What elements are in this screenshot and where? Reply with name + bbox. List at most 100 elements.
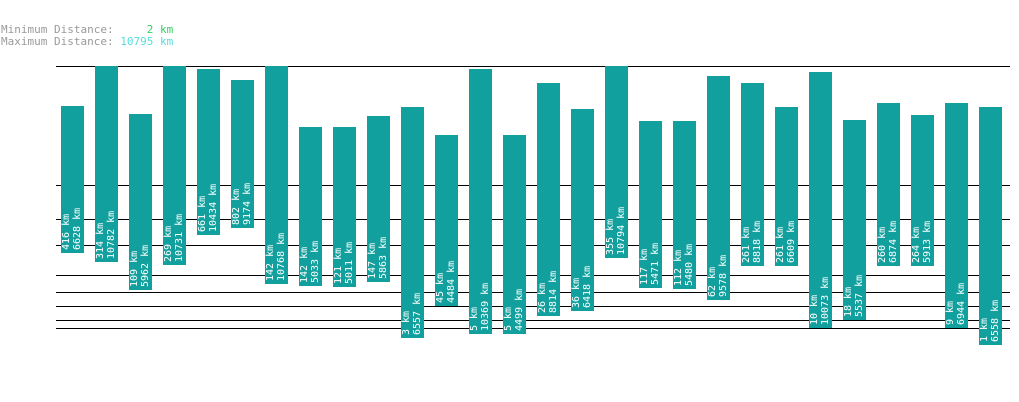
distance-bar xyxy=(639,121,662,288)
legend: Minimum Distance: 2 km Maximum Distance: … xyxy=(1,24,173,48)
bar-max-label: 6628 km xyxy=(72,208,83,250)
bar-max-label: 6557 km xyxy=(412,293,423,335)
distance-bar-group: 36 km 6418 km xyxy=(571,109,594,311)
bar-series: 416 km 6628 km 314 km 10782 km 109 km 5962 km… xyxy=(61,66,1002,345)
min-distance-row: Minimum Distance: 2 km xyxy=(1,24,173,36)
bar-max-label: 10731 km xyxy=(174,214,185,262)
bar-max-label: 6874 km xyxy=(888,221,899,263)
distance-bar-group: 121 km 5011 km xyxy=(333,127,356,287)
bar-max-label: 5913 km xyxy=(922,221,933,263)
distance-bar xyxy=(265,66,288,284)
bar-max-label: 6558 km xyxy=(990,300,1001,342)
bar-max-label: 10768 km xyxy=(276,233,287,281)
distance-bar xyxy=(95,66,118,262)
bar-min-label: 5 km xyxy=(469,307,480,331)
bar-max-label: 6944 km xyxy=(956,283,967,325)
distance-bar-group: 260 km 6874 km xyxy=(877,103,900,266)
distance-bar xyxy=(503,135,526,334)
distance-bar-group: 264 km 5913 km xyxy=(911,115,934,266)
bar-max-label: 8818 km xyxy=(752,221,763,263)
bar-max-label: 5863 km xyxy=(378,237,389,279)
bar-max-label: 8814 km xyxy=(548,271,559,313)
bar-max-label: 10073 km xyxy=(820,277,831,325)
distance-bar xyxy=(537,83,560,316)
distance-bar-group: 3 km 6557 km xyxy=(401,107,424,338)
distance-bar-group: 62 km 9578 km xyxy=(707,76,730,300)
distance-bar xyxy=(231,80,254,228)
bar-min-label: 10 km xyxy=(809,295,820,325)
bar-min-label: 661 km xyxy=(197,196,208,232)
bar-min-label: 147 km xyxy=(367,243,378,279)
bar-min-label: 261 km xyxy=(741,227,752,263)
bar-min-label: 62 km xyxy=(707,267,718,297)
distance-bar-group: 355 km 10794 km xyxy=(605,66,628,258)
bar-max-label: 10434 km xyxy=(208,184,219,232)
bar-min-label: 26 km xyxy=(537,283,548,313)
min-distance-label: Minimum Distance: xyxy=(1,23,114,36)
bar-min-label: 261 km xyxy=(775,227,786,263)
distance-bar xyxy=(673,121,696,289)
bar-min-label: 121 km xyxy=(333,248,344,284)
distance-bar-group: 1 km 6558 km xyxy=(979,107,1002,345)
distance-bar xyxy=(469,69,492,334)
distance-bar xyxy=(129,114,152,290)
distance-bar xyxy=(197,69,220,235)
bar-min-label: 269 km xyxy=(163,226,174,262)
distance-bar-group: 10 km 10073 km xyxy=(809,72,832,328)
distance-bar xyxy=(571,109,594,311)
bar-max-label: 4499 km xyxy=(514,289,525,331)
distance-bar-group: 112 km 5480 km xyxy=(673,121,696,289)
min-distance-value: 2 km xyxy=(146,23,174,36)
bar-min-label: 9 km xyxy=(945,301,956,325)
bar-min-label: 112 km xyxy=(673,250,684,286)
distance-bar-group: 5 km 4499 km xyxy=(503,135,526,334)
bar-max-label: 10794 km xyxy=(616,207,627,255)
bar-max-label: 10369 km xyxy=(480,283,491,331)
distance-bar xyxy=(333,127,356,287)
distance-bar xyxy=(163,66,186,265)
bar-min-label: 416 km xyxy=(61,214,72,250)
max-distance-label: Maximum Distance: xyxy=(1,35,114,48)
bar-max-label: 5033 km xyxy=(310,241,321,283)
distance-bar-group: 802 km 9174 km xyxy=(231,80,254,228)
distance-bar-group: 5 km 10369 km xyxy=(469,69,492,334)
bar-min-label: 36 km xyxy=(571,278,582,308)
max-distance-value: 10795 km xyxy=(120,35,174,48)
distance-bar-group: 314 km 10782 km xyxy=(95,66,118,262)
distance-bar-group: 147 km 5863 km xyxy=(367,116,390,282)
distance-bar xyxy=(809,72,832,328)
bar-min-label: 1 km xyxy=(979,318,990,342)
distance-bar-group: 9 km 6944 km xyxy=(945,103,968,328)
distance-bar xyxy=(945,103,968,328)
distance-bar xyxy=(435,135,458,306)
bar-max-label: 5011 km xyxy=(344,242,355,284)
bar-max-label: 4484 km xyxy=(446,261,457,303)
right-ticks xyxy=(1006,66,1010,329)
distance-bar xyxy=(367,116,390,282)
distance-bar xyxy=(979,107,1002,345)
bar-min-label: 802 km xyxy=(231,189,242,225)
bar-min-label: 142 km xyxy=(265,245,276,281)
distance-bar-group: 416 km 6628 km xyxy=(61,106,84,253)
bar-max-label: 9578 km xyxy=(718,255,729,297)
distance-bar-group: 261 km 6609 km xyxy=(775,107,798,266)
distance-bar-group: 18 km 5537 km xyxy=(843,120,866,320)
bar-max-label: 5537 km xyxy=(854,275,865,317)
distance-bar-group: 109 km 5962 km xyxy=(129,114,152,290)
distance-bar-group: 261 km 8818 km xyxy=(741,83,764,266)
bar-max-label: 5962 km xyxy=(140,245,151,287)
bar-max-label: 9174 km xyxy=(242,183,253,225)
distance-bar xyxy=(741,83,764,266)
bar-min-label: 117 km xyxy=(639,249,650,285)
distance-bar-group: 269 km 10731 km xyxy=(163,66,186,265)
distance-bar xyxy=(775,107,798,266)
distance-bar xyxy=(707,76,730,300)
distance-bar xyxy=(843,120,866,320)
distance-bar-group: 661 km 10434 km xyxy=(197,69,220,235)
distance-bar-group: 45 km 4484 km xyxy=(435,135,458,306)
distance-bar xyxy=(877,103,900,266)
bar-min-label: 260 km xyxy=(877,227,888,263)
distance-bar xyxy=(61,106,84,253)
bar-min-label: 3 km xyxy=(401,311,412,335)
